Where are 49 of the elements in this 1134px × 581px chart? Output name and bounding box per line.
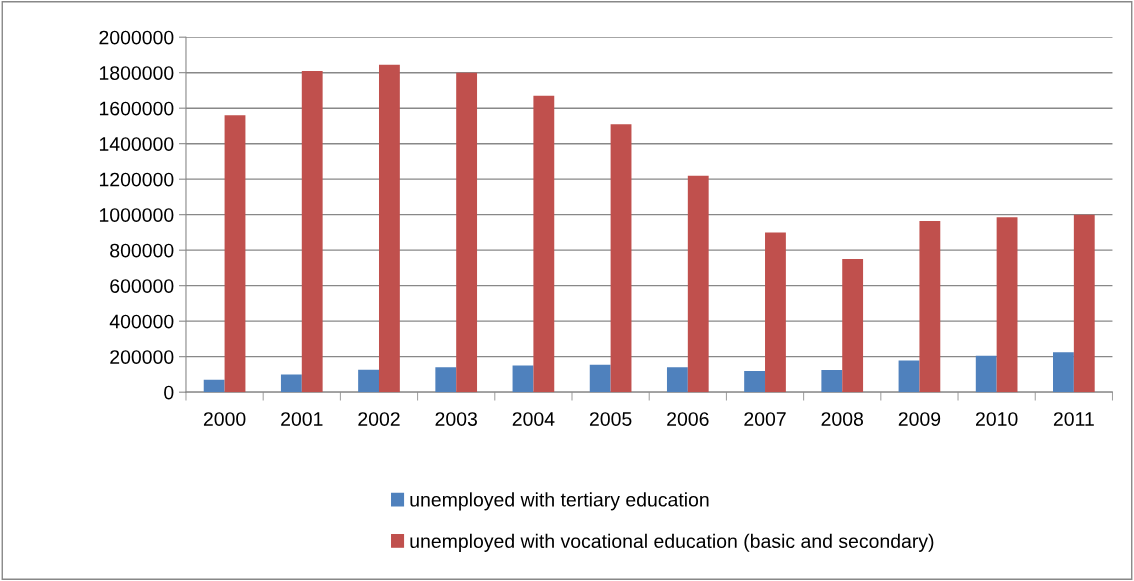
bar [435, 367, 457, 393]
y-tick-label: 1200000 [99, 172, 174, 187]
bar [842, 259, 864, 393]
legend-label: unemployed with vocational education (basic and secondary) [410, 533, 934, 552]
bar [280, 374, 302, 393]
x-tick-label: 2008 [821, 412, 864, 426]
bar [589, 364, 611, 393]
bar [512, 365, 534, 393]
x-tick-label: 2004 [512, 412, 555, 426]
bar [996, 217, 1018, 393]
x-tick-label: 2000 [203, 412, 246, 426]
bar [203, 379, 225, 393]
bar [358, 369, 379, 393]
y-tick-label: 1600000 [99, 101, 174, 116]
bar [378, 64, 400, 393]
x-tick-label: 2002 [358, 412, 400, 426]
x-tick-label: 2005 [589, 412, 632, 426]
y-tick-label: 0 [164, 385, 174, 400]
x-tick-label: 2011 [1053, 412, 1094, 426]
y-tick-label: 600000 [110, 279, 174, 293]
bar [533, 95, 555, 393]
bar [821, 369, 843, 393]
bar [1073, 214, 1095, 393]
x-tick-label: 2010 [976, 412, 1018, 426]
bar [224, 115, 246, 393]
bar [1053, 352, 1074, 393]
y-tick-label: 800000 [110, 243, 174, 258]
legend-label: unemployed with tertiary education [410, 492, 709, 511]
x-tick-label: 2003 [435, 412, 477, 426]
bar [610, 124, 632, 393]
y-tick-label: 1000000 [99, 208, 174, 222]
y-tick-label: 1800000 [99, 66, 174, 80]
y-tick-label: 1400000 [99, 137, 174, 151]
y-tick-label: 2000000 [99, 30, 174, 45]
x-tick-label: 2007 [744, 412, 786, 426]
bar [744, 370, 766, 393]
x-tick-label: 2006 [667, 412, 709, 426]
bar [456, 72, 478, 393]
y-tick-label: 200000 [110, 350, 174, 364]
x-tick-label: 2009 [898, 412, 941, 426]
x-tick-label: 2001 [281, 412, 323, 426]
bar [666, 367, 688, 393]
bar [765, 232, 786, 393]
bar [687, 175, 709, 393]
bar [919, 220, 941, 393]
bar [898, 360, 920, 393]
bar [301, 70, 323, 393]
y-tick-label: 400000 [109, 314, 174, 329]
bar [975, 355, 997, 393]
